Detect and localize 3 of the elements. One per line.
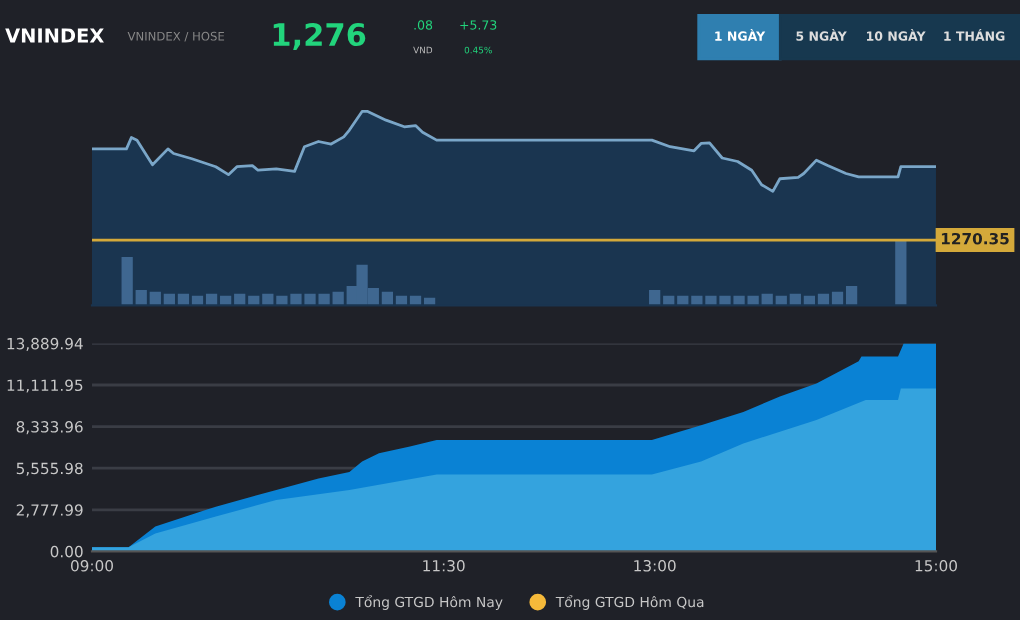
- text: VNINDEX: [5, 28, 104, 43]
- bar: [895, 239, 907, 306]
- text: 1,276: [273, 22, 366, 50]
